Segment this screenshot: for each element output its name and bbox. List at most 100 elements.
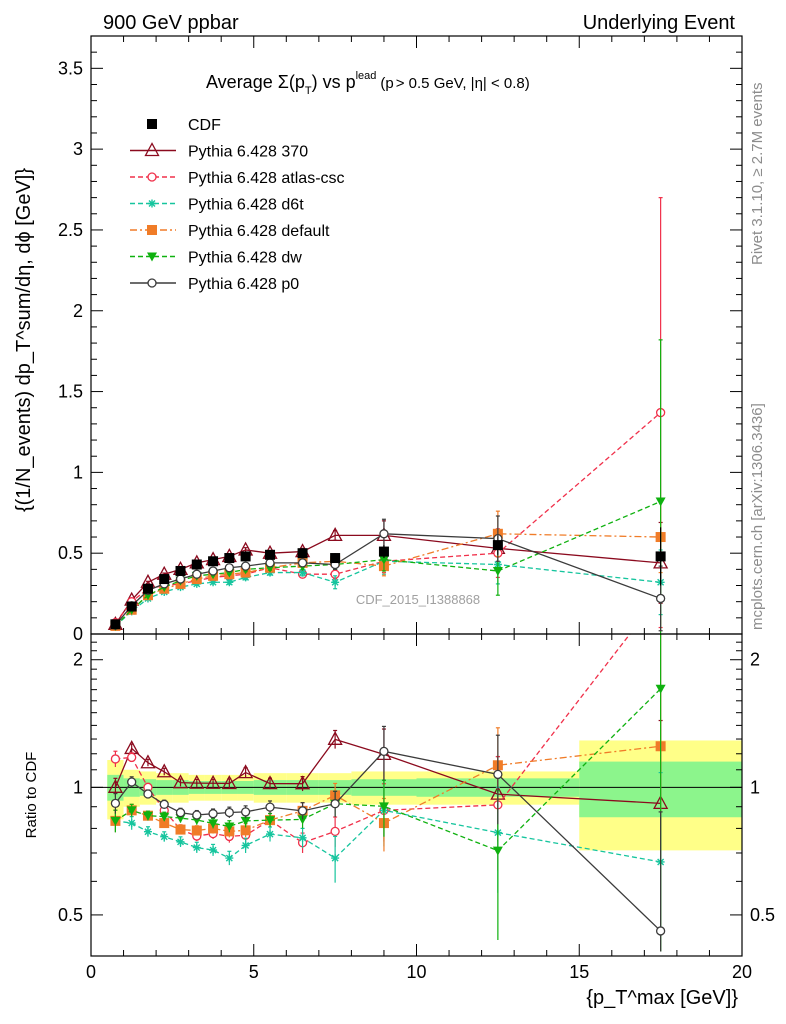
series-point [209,578,218,587]
data-point [297,548,308,559]
legend-marker [147,278,157,288]
series-ratio-point [379,746,389,757]
plot-title: Average Σ(pT) vs plead (p > 0.5 GeV, |η| <… [206,70,530,97]
series-ratio-point [221,775,237,790]
legend-marker [148,199,156,208]
series-ratio-point [142,811,153,821]
header-left: 900 GeV ppbar [103,12,239,34]
series-ratio-point [175,824,186,835]
series-ratio-point [140,754,156,769]
series-ratio-point [208,819,219,829]
y-tick-label-ratio-right: 2 [750,650,760,670]
series-ratio-point [330,799,340,809]
series-ratio-point [205,774,221,789]
series-ratio-point [265,816,276,826]
y-tick-label-ratio: 0.5 [58,905,83,925]
series-ratio-point [143,827,152,836]
legend-marker [147,172,157,182]
y-tick-label-top: 3.5 [58,58,83,78]
series-ratio-point [240,807,251,817]
legend-marker [147,225,157,235]
series-ratio-point [159,799,169,809]
x-tick-label: 20 [732,962,752,982]
x-tick-label: 15 [569,962,589,982]
y-tick-label-top: 0 [73,624,83,644]
y-tick-label-top: 2.5 [58,220,83,240]
data-point [492,540,503,551]
data-point [265,549,276,560]
data-point [378,546,389,557]
series-ratio-point [493,769,503,780]
x-tick-label: 5 [249,962,259,982]
legend-label: Pythia 6.428 370 [188,144,308,161]
series-ratio-point [298,833,307,842]
data-point [224,553,235,564]
data-point [240,551,251,562]
series-ratio-point [192,843,201,852]
series-point [192,569,202,579]
series-point [331,578,340,587]
series-ratio-point [266,830,275,839]
series-ratio-point [189,774,205,789]
series-ratio-point [224,807,234,818]
data-point [330,553,341,564]
series-ratio-point [262,775,278,790]
rivet-label: Rivet 3.1.10, ≥ 2.7M events [749,83,766,266]
series-ratio-point [492,846,503,856]
series-ratio-point [378,802,389,812]
series-ratio-point [265,802,275,812]
series-ratio-point [192,810,202,820]
series-ratio-point [655,926,666,936]
legend: CDF Pythia 6.428 370 Pythia 6.428 atlas-cs… [130,117,345,293]
y-tick-label-top: 2 [73,301,83,321]
data-point [208,556,219,567]
data-point [142,583,153,594]
y-axis-label-top: {(1/N_events) dp_T^sum/dη, dϕ [GeV]} [13,168,35,512]
series-ratio-point [127,752,137,763]
data-point [159,574,170,585]
series-ratio-point [297,815,308,825]
x-tick-label: 10 [406,962,426,982]
y-tick-label-ratio: 2 [73,650,83,670]
ratio-uncertainty-bands [107,740,742,851]
series-ratio-point [143,789,153,799]
series-ratio-point [238,764,254,779]
legend-label: Pythia 6.428 d6t [188,197,304,214]
y-tick-label-top: 1 [73,462,83,482]
series-point [327,527,343,542]
header-right: Underlying Event [583,12,736,34]
series-ratio-point [110,798,121,808]
series-ratio-point [107,778,124,793]
series-ratio-point [175,807,186,818]
series-ratio-point [241,841,250,850]
series-ratio-point [126,806,137,816]
legend-marker [147,252,157,262]
series-point [208,566,218,576]
series-ratio-point [191,825,202,836]
series-point [265,558,275,568]
legend-label: Pythia 6.428 p0 [188,276,299,293]
x-tick-label: 0 [86,962,96,982]
data-point [655,551,666,562]
series-ratio-point [330,826,340,837]
series-point [240,561,251,571]
series-point [379,529,389,539]
series-ratio-point [240,825,251,836]
main-plot-series [107,197,669,634]
series-ratio-point [655,684,666,694]
series-ratio-point [209,846,218,855]
series-point [298,568,307,577]
ratio-frame [90,633,743,957]
series-line [114,560,661,627]
series-ratio-point [208,809,218,819]
y-tick-label-top: 0.5 [58,543,83,563]
series-ratio-point [110,754,121,764]
series-ratio-point [127,819,136,828]
y-tick-label-ratio-right: 1 [750,777,760,797]
series-ratio-point [159,818,170,829]
series-ratio-point [225,854,234,863]
series-ratio-point [331,854,340,863]
mcplots-label: mcplots.cern.ch [arXiv:1306.3436] [749,403,766,630]
series-ratio-point [240,816,251,826]
